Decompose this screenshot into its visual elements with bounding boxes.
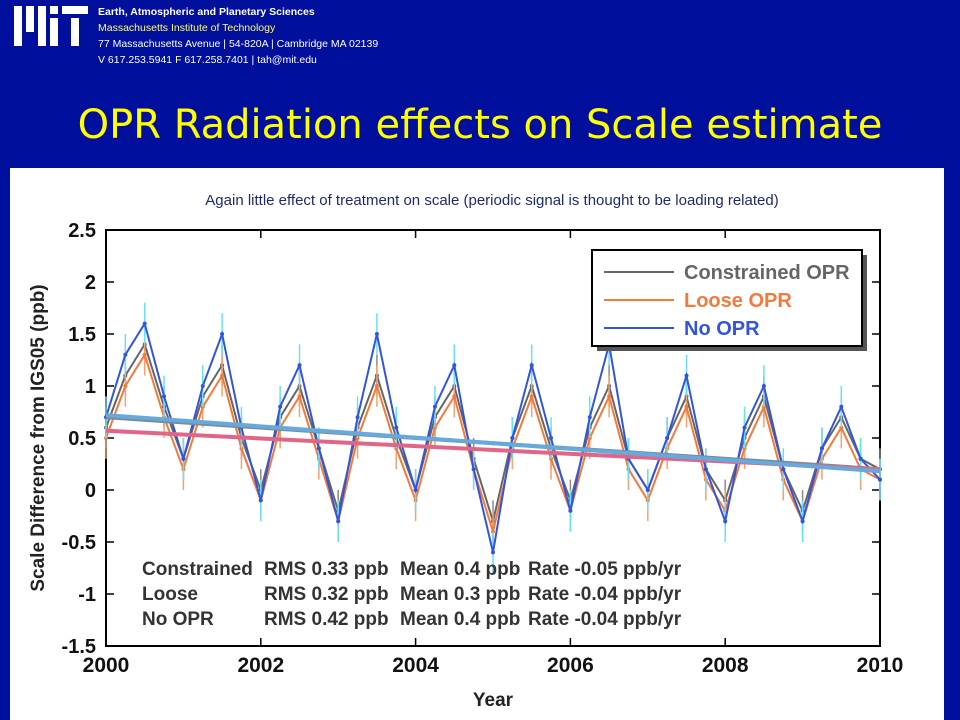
y-tick-label: 0.5 [68,428,96,450]
data-point [529,363,534,368]
contact-line: V 617.253.5941 F 617.258.7401 | tah@mit.… [98,54,317,66]
data-point [200,384,205,388]
x-tick-label: 2004 [392,654,439,677]
annotation-mean: Mean 0.3 ppb [400,584,520,605]
data-point [258,498,263,503]
data-point [220,332,225,336]
data-point [297,394,302,399]
y-tick-label: 2.5 [68,220,96,242]
data-point [142,321,147,326]
data-point [858,456,863,461]
data-point [452,394,457,399]
data-point [529,394,534,399]
x-tick-label: 2010 [857,654,904,677]
data-point [374,384,379,388]
annotation-rms: RMS 0.33 ppb [264,559,389,580]
y-tick-label: 0 [85,480,96,502]
address-line: 77 Massachusetts Avenue | 54-820A | Camb… [98,38,379,50]
x-tick-label: 2002 [237,654,284,677]
data-point [684,404,689,409]
data-point [491,529,495,534]
annotation-rms: RMS 0.42 ppb [264,609,389,630]
affiliation-block: Earth, Atmospheric and Planetary Science… [98,4,378,68]
data-point [819,446,824,451]
data-point [123,384,128,388]
y-tick-label: -1 [78,584,96,606]
data-point [587,415,592,420]
legend-label: Loose OPR [684,290,792,312]
data-point [452,363,457,368]
data-point [761,384,766,388]
data-point [800,519,805,524]
dept-name: Earth, Atmospheric and Planetary Science… [98,6,315,18]
data-point [723,519,728,524]
data-point [607,394,612,399]
annotation-rate: Rate -0.05 ppb/yr [528,559,682,580]
data-point [220,373,225,378]
annotation-label: Constrained [142,559,253,580]
slide-title: OPR Radiation effects on Scale estimate [77,102,883,148]
data-point [316,446,321,451]
data-point [568,508,573,513]
y-tick-label: 2 [85,272,96,294]
annotation-label: Loose [142,584,198,605]
annotation-label: No OPR [142,609,214,630]
data-point [297,363,302,368]
data-point [703,467,708,472]
annotation-rms: RMS 0.32 ppb [264,584,389,605]
data-point [181,456,186,461]
data-point [665,436,670,440]
data-point [645,488,650,492]
annotation-rate: Rate -0.04 ppb/yr [528,584,682,605]
y-tick-label: 1.5 [68,324,96,346]
data-point [742,425,747,430]
data-point [471,467,476,472]
data-point [355,415,360,420]
data-point [878,477,882,482]
data-point [684,373,689,378]
annotation-mean: Mean 0.4 ppb [400,609,520,630]
institute-name: Massachusetts Institute of Technology [98,22,276,34]
data-point [781,467,786,472]
x-axis-label: Year [473,690,514,711]
data-point [278,404,283,409]
annotation-rate: Rate -0.04 ppb/yr [528,609,682,630]
y-tick-label: -1.5 [62,636,96,658]
data-point [549,436,554,440]
data-point [142,352,147,357]
x-tick-label: 2006 [547,654,594,677]
data-point [510,436,515,440]
legend-label: Constrained OPR [684,262,850,284]
legend-box [591,249,863,347]
trend-line [105,413,881,474]
x-tick-label: 2008 [702,654,749,677]
data-point [162,394,167,399]
y-axis-label: Scale Difference from IGS05 (ppb) [28,284,49,591]
annotation-mean: Mean 0.4 ppb [400,559,520,580]
slide-subtitle: Again little effect of treatment on scal… [205,192,779,209]
data-point [123,352,128,357]
data-point [413,488,418,492]
data-point [839,404,844,409]
data-point [374,332,379,336]
y-tick-label: 1 [85,376,96,398]
mit-logo [14,6,88,46]
y-tick-label: -0.5 [62,532,96,554]
data-point [336,519,341,524]
legend-label: No OPR [684,318,760,340]
x-tick-label: 2000 [83,654,130,677]
data-point [394,425,399,430]
data-point [491,550,495,555]
data-point [432,404,437,409]
